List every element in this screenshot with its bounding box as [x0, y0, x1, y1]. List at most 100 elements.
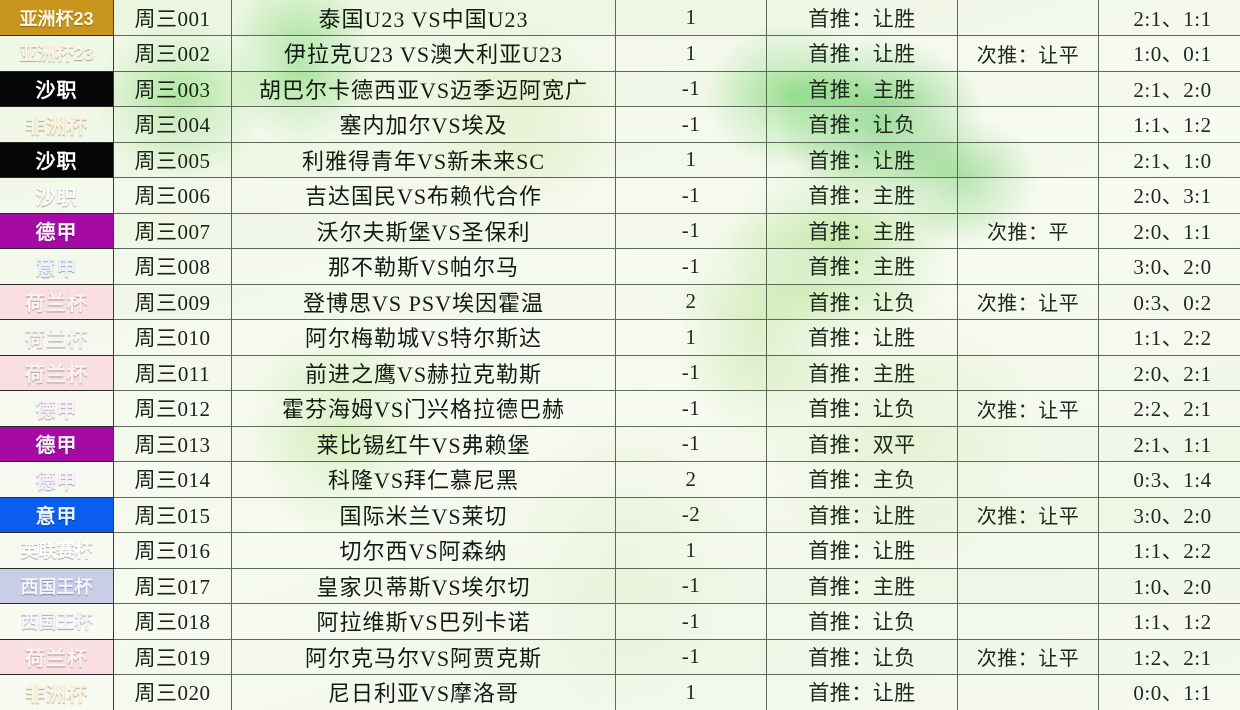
secondary-pick-cell: 次推：让平 [957, 497, 1099, 533]
league-badge[interactable]: 亚洲杯23 [0, 0, 114, 36]
league-badge[interactable]: 非洲杯 [0, 106, 114, 143]
scores-cell: 2:0、3:1 [1098, 177, 1240, 214]
number-cell: -1 [615, 71, 767, 107]
secondary-pick-cell: 次推：让平 [957, 390, 1099, 427]
secondary-pick-cell [957, 603, 1099, 640]
match-name-cell: 莱比锡红牛VS弗赖堡 [231, 426, 616, 462]
table-row[interactable]: 沙职 周三005 利雅得青年VS新未来SC 1 首推：让胜 2:1、1:0 [0, 142, 1240, 178]
number-cell: 1 [615, 0, 767, 36]
primary-pick-cell: 首推：让负 [766, 390, 958, 427]
match-id-cell: 周三017 [113, 568, 232, 604]
primary-pick-cell: 首推：让负 [766, 284, 958, 320]
league-badge[interactable]: 沙职 [0, 71, 114, 107]
match-id-cell: 周三013 [113, 426, 232, 462]
match-id-cell: 周三004 [113, 106, 232, 143]
number-cell: -1 [615, 106, 767, 143]
table-row[interactable]: 沙职 周三006 吉达国民VS布赖代合作 -1 首推：主胜 2:0、3:1 [0, 177, 1240, 214]
number-cell: -1 [615, 355, 767, 391]
scores-cell: 1:1、1:2 [1098, 603, 1240, 640]
number-cell: -2 [615, 497, 767, 533]
league-badge[interactable]: 德甲 [0, 213, 114, 249]
table-row[interactable]: 德甲 周三014 科隆VS拜仁慕尼黑 2 首推：主负 0:3、1:4 [0, 461, 1240, 498]
league-badge[interactable]: 意甲 [0, 248, 114, 285]
league-badge[interactable]: 沙职 [0, 177, 114, 214]
primary-pick-cell: 首推：主负 [766, 461, 958, 498]
match-name-cell: 吉达国民VS布赖代合作 [231, 177, 616, 214]
league-badge[interactable]: 亚洲杯23 [0, 35, 114, 72]
secondary-pick-cell [957, 0, 1099, 36]
league-badge[interactable]: 荷兰杯 [0, 355, 114, 391]
match-name-cell: 皇家贝蒂斯VS埃尔切 [231, 568, 616, 604]
number-cell: 1 [615, 142, 767, 178]
primary-pick-cell: 首推：让胜 [766, 35, 958, 72]
table-row[interactable]: 德甲 周三007 沃尔夫斯堡VS圣保利 -1 首推：主胜 次推：平 2:0、1:1 [0, 213, 1240, 249]
league-badge[interactable]: 德甲 [0, 461, 114, 498]
scores-cell: 0:0、1:1 [1098, 674, 1240, 710]
number-cell: -1 [615, 213, 767, 249]
table-row[interactable]: 西国王杯 周三018 阿拉维斯VS巴列卡诺 -1 首推：让负 1:1、1:2 [0, 603, 1240, 640]
league-badge[interactable]: 荷兰杯 [0, 319, 114, 356]
table-row[interactable]: 荷兰杯 周三019 阿尔克马尔VS阿贾克斯 -1 首推：让负 次推：让平 1:2、2:1 [0, 639, 1240, 675]
table-row[interactable]: 德甲 周三013 莱比锡红牛VS弗赖堡 -1 首推：双平 2:1、1:1 [0, 426, 1240, 462]
scores-cell: 2:1、1:1 [1098, 426, 1240, 462]
secondary-pick-cell [957, 532, 1099, 569]
number-cell: -1 [615, 390, 767, 427]
match-id-cell: 周三011 [113, 355, 232, 391]
primary-pick-cell: 首推：让负 [766, 639, 958, 675]
primary-pick-cell: 首推：主胜 [766, 71, 958, 107]
table-row[interactable]: 荷兰杯 周三011 前进之鹰VS赫拉克勒斯 -1 首推：主胜 2:0、2:1 [0, 355, 1240, 391]
secondary-pick-cell [957, 106, 1099, 143]
scores-cell: 2:0、1:1 [1098, 213, 1240, 249]
match-name-cell: 尼日利亚VS摩洛哥 [231, 674, 616, 710]
match-name-cell: 那不勒斯VS帕尔马 [231, 248, 616, 285]
secondary-pick-cell [957, 674, 1099, 710]
secondary-pick-cell: 次推：让平 [957, 284, 1099, 320]
league-badge[interactable]: 沙职 [0, 142, 114, 178]
league-badge[interactable]: 西国王杯 [0, 603, 114, 640]
secondary-pick-cell [957, 568, 1099, 604]
match-id-cell: 周三008 [113, 248, 232, 285]
table-row[interactable]: 意甲 周三008 那不勒斯VS帕尔马 -1 首推：主胜 3:0、2:0 [0, 248, 1240, 285]
primary-pick-cell: 首推：让负 [766, 603, 958, 640]
match-name-cell: 前进之鹰VS赫拉克勒斯 [231, 355, 616, 391]
table-row[interactable]: 沙职 周三003 胡巴尔卡德西亚VS迈季迈阿宽广 -1 首推：主胜 2:1、2:0 [0, 71, 1240, 107]
league-badge[interactable]: 非洲杯 [0, 674, 114, 710]
primary-pick-cell: 首推：让负 [766, 106, 958, 143]
number-cell: 1 [615, 674, 767, 710]
scores-cell: 1:0、2:0 [1098, 568, 1240, 604]
match-id-cell: 周三014 [113, 461, 232, 498]
table-row[interactable]: 英联赛杯 周三016 切尔西VS阿森纳 1 首推：让胜 1:1、2:2 [0, 532, 1240, 569]
table-row[interactable]: 非洲杯 周三020 尼日利亚VS摩洛哥 1 首推：让胜 0:0、1:1 [0, 674, 1240, 710]
secondary-pick-cell [957, 355, 1099, 391]
table-row[interactable]: 西国王杯 周三017 皇家贝蒂斯VS埃尔切 -1 首推：主胜 1:0、2:0 [0, 568, 1240, 604]
number-cell: 1 [615, 532, 767, 569]
match-name-cell: 阿尔梅勒城VS特尔斯达 [231, 319, 616, 356]
table-row[interactable]: 荷兰杯 周三010 阿尔梅勒城VS特尔斯达 1 首推：让胜 1:1、2:2 [0, 319, 1240, 356]
table-row[interactable]: 意甲 周三015 国际米兰VS莱切 -2 首推：让胜 次推：让平 3:0、2:0 [0, 497, 1240, 533]
match-name-cell: 沃尔夫斯堡VS圣保利 [231, 213, 616, 249]
match-id-cell: 周三015 [113, 497, 232, 533]
league-badge[interactable]: 西国王杯 [0, 568, 114, 604]
table-row[interactable]: 亚洲杯23 周三001 泰国U23 VS中国U23 1 首推：让胜 2:1、1:1 [0, 0, 1240, 36]
league-badge[interactable]: 德甲 [0, 390, 114, 427]
league-badge[interactable]: 英联赛杯 [0, 532, 114, 569]
match-id-cell: 周三003 [113, 71, 232, 107]
match-id-cell: 周三007 [113, 213, 232, 249]
scores-cell: 2:1、1:1 [1098, 0, 1240, 36]
league-badge[interactable]: 荷兰杯 [0, 639, 114, 675]
league-badge[interactable]: 意甲 [0, 497, 114, 533]
league-badge[interactable]: 德甲 [0, 426, 114, 462]
table-row[interactable]: 非洲杯 周三004 塞内加尔VS埃及 -1 首推：让负 1:1、1:2 [0, 106, 1240, 143]
table-row[interactable]: 德甲 周三012 霍芬海姆VS门兴格拉德巴赫 -1 首推：让负 次推：让平 2:2、2:1 [0, 390, 1240, 427]
table-row[interactable]: 亚洲杯23 周三002 伊拉克U23 VS澳大利亚U23 1 首推：让胜 次推：让平 1:0… [0, 35, 1240, 72]
scores-cell: 0:3、0:2 [1098, 284, 1240, 320]
match-id-cell: 周三016 [113, 532, 232, 569]
match-name-cell: 阿尔克马尔VS阿贾克斯 [231, 639, 616, 675]
league-badge[interactable]: 荷兰杯 [0, 284, 114, 320]
table-row[interactable]: 荷兰杯 周三009 登博思VS PSV埃因霍温 2 首推：让负 次推：让平 0:3、0:2 [0, 284, 1240, 320]
scores-cell: 1:1、2:2 [1098, 532, 1240, 569]
match-id-cell: 周三001 [113, 0, 232, 36]
scores-cell: 2:0、2:1 [1098, 355, 1240, 391]
scores-cell: 1:1、1:2 [1098, 106, 1240, 143]
